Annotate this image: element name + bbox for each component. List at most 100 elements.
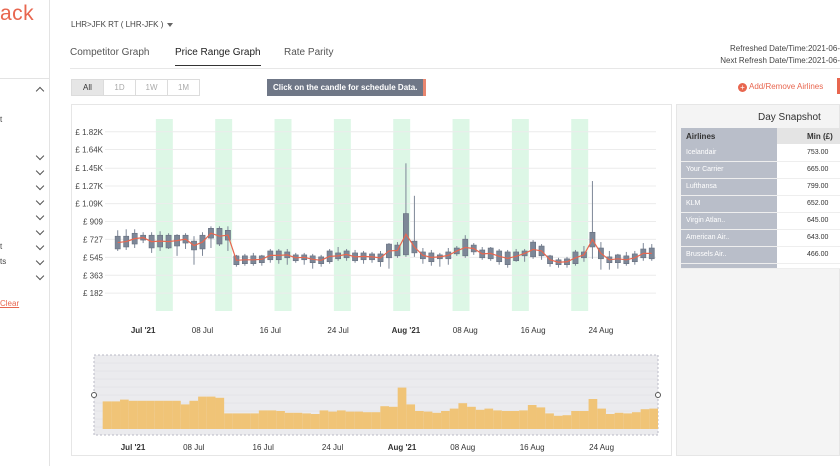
candle-hint-banner: Click on the candle for schedule Data. (267, 79, 427, 96)
weekend-band (274, 119, 292, 311)
day-snapshot-title: Day Snapshot (758, 112, 821, 123)
chevron-down-icon[interactable] (35, 182, 45, 192)
navigator-bar (579, 411, 589, 429)
col-airlines: Airlines (681, 128, 777, 144)
tab-competitor-graph[interactable]: Competitor Graph (70, 47, 150, 58)
weekend-band (333, 119, 351, 311)
chevron-down-icon[interactable] (35, 152, 45, 162)
navigator-bar (614, 412, 624, 429)
airline-min-partial (777, 263, 840, 269)
navigator-bar (328, 411, 337, 429)
weekend-band (155, 119, 173, 311)
navigator-bar (180, 404, 190, 429)
navigator-bar (241, 413, 251, 429)
airline-min: 645.00 (777, 212, 840, 230)
navigator-handle-right (655, 392, 661, 398)
navigator-bar (128, 400, 138, 429)
clear-link[interactable]: Clear (0, 299, 20, 308)
chevron-down-icon[interactable] (35, 272, 45, 282)
add-remove-airlines-label: Add/Remove Airlines (749, 82, 824, 91)
table-row[interactable]: American Air.. 643.00 (681, 229, 840, 247)
chevron-down-icon[interactable] (35, 167, 45, 177)
col-min: Min (£) (777, 128, 840, 144)
add-remove-airlines-link[interactable]: + Add/Remove Airlines (738, 82, 823, 92)
sidebar-divider (0, 78, 50, 79)
price-range-chart: £ 1.82K £ 1.64K £ 1.45K £ 1.27K £ 1.09K £ 909… (71, 104, 672, 456)
navigator-bar (623, 413, 632, 429)
navigator-bar (293, 412, 303, 429)
sidebar-fragment: t (0, 115, 3, 124)
tab-price-range-graph[interactable]: Price Range Graph (175, 47, 261, 66)
navigator-bar (397, 387, 407, 429)
navigator-x-tick-label: 24 Jul (322, 443, 344, 452)
route-selector[interactable]: LHR>JFK RT ( LHR-JFK ) (71, 20, 174, 29)
refresh-info: Refreshed Date/Time:2021-06- Next Refres… (720, 43, 840, 67)
x-tick-label: Aug '21 (392, 326, 421, 335)
airline-min: 652.00 (777, 195, 840, 213)
table-row[interactable]: Brussels Air.. 466.00 (681, 246, 840, 264)
navigator-handle-left (91, 392, 97, 398)
airline-min: 466.00 (777, 246, 840, 264)
navigator-bar (120, 399, 129, 429)
airline-min: 753.00 (777, 144, 840, 162)
airline-name-partial (681, 263, 777, 269)
price-range-chart-svg[interactable]: £ 1.82K £ 1.64K £ 1.45K £ 1.27K £ 1.09K £ 909… (72, 105, 671, 455)
navigator-bar (432, 412, 442, 429)
x-tick-label: 16 Aug (521, 326, 546, 335)
chevron-down-icon[interactable] (35, 197, 45, 207)
table-row[interactable]: Your Carrier 665.00 (681, 161, 840, 179)
x-tick-label: Jul '21 (131, 326, 156, 335)
y-tick-label: £ 1.82K (75, 128, 103, 137)
accent-tab[interactable] (837, 78, 840, 94)
chevron-down-icon[interactable] (35, 227, 45, 237)
table-row[interactable]: Virgin Atlan.. 645.00 (681, 212, 840, 230)
table-row[interactable]: KLM 652.00 (681, 195, 840, 213)
navigator-bar (423, 411, 433, 429)
range-all-button[interactable]: All (71, 79, 104, 96)
navigator-bar (224, 413, 233, 429)
navigator-bar (267, 410, 277, 429)
navigator-bar (527, 405, 537, 429)
y-tick-label: £ 182 (83, 289, 104, 298)
sidebar-fragment: ts (0, 257, 7, 266)
airline-min: 643.00 (777, 229, 840, 247)
navigator-bar (302, 413, 311, 429)
airline-name: Your Carrier (681, 161, 777, 179)
range-selector: All 1D 1W 1M (71, 79, 200, 96)
chevron-up-icon[interactable] (35, 84, 45, 94)
logo: ack (0, 2, 35, 25)
table-row[interactable]: Icelandair 753.00 (681, 144, 840, 162)
navigator-bar (536, 407, 546, 429)
navigator-bar (319, 410, 329, 429)
chevron-down-icon[interactable] (35, 257, 45, 267)
navigator-bar (232, 413, 242, 429)
y-tick-label: £ 1.09K (75, 200, 103, 209)
navigator-x-tick-label: Aug '21 (388, 443, 417, 452)
chevron-down-icon[interactable] (35, 212, 45, 222)
table-row[interactable]: Lufthansa 799.00 (681, 178, 840, 196)
navigator-x-tick-label: 16 Aug (520, 443, 545, 452)
x-tick-label: 16 Jul (260, 326, 282, 335)
airline-name: American Air.. (681, 229, 777, 247)
navigator-x-tick-label: 24 Aug (589, 443, 614, 452)
caret-down-icon (167, 22, 174, 27)
chevron-down-icon[interactable] (35, 242, 45, 252)
table-row-partial (681, 263, 840, 269)
x-tick-label: 08 Jul (192, 326, 214, 335)
navigator-bar (562, 415, 572, 429)
navigator-bar (467, 406, 476, 429)
navigator-bar (362, 412, 372, 429)
table-header-row: Airlines Min (£) (681, 128, 840, 144)
range-1w-button[interactable]: 1W (135, 79, 168, 96)
navigator-bar (354, 411, 363, 429)
plus-circle-icon: + (738, 83, 747, 92)
y-tick-label: £ 1.45K (75, 164, 103, 173)
airline-name: Icelandair (681, 144, 777, 162)
navigator-bar (493, 410, 502, 429)
tab-rate-parity[interactable]: Rate Parity (284, 47, 334, 58)
main-panel: LHR>JFK RT ( LHR-JFK ) Competitor Graph … (50, 0, 840, 466)
navigator-bar (206, 396, 216, 429)
navigator-bar (146, 400, 155, 429)
range-1d-button[interactable]: 1D (103, 79, 136, 96)
range-1m-button[interactable]: 1M (167, 79, 200, 96)
